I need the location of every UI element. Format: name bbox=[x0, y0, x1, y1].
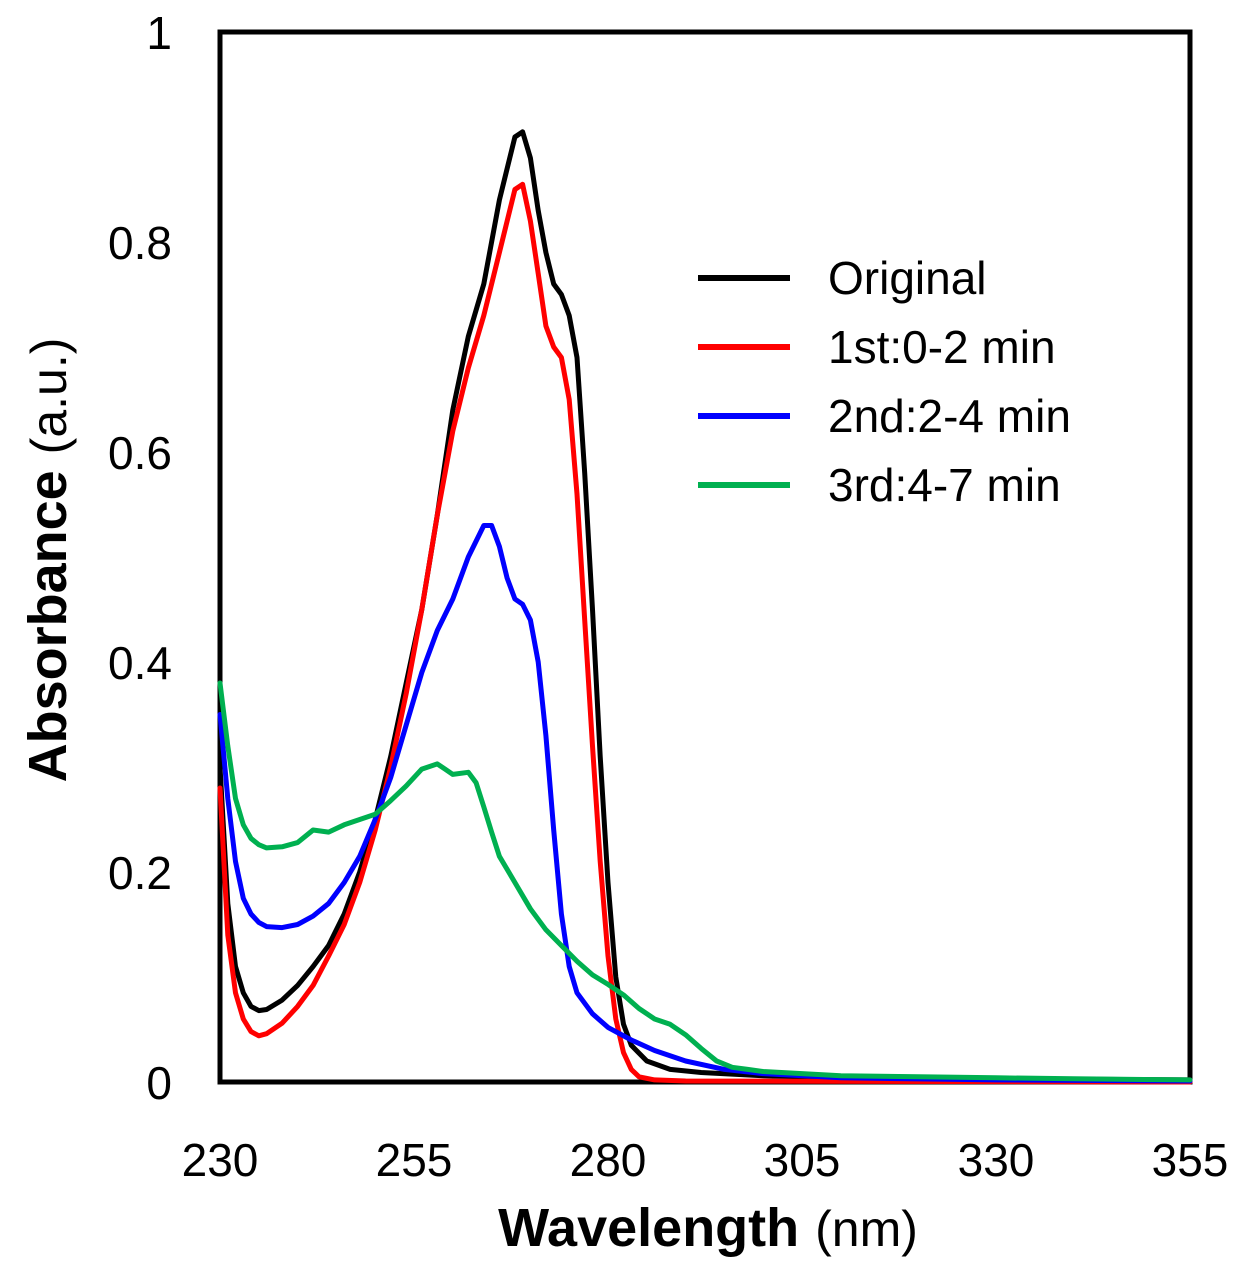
legend-label-4: 3rd:4-7 min bbox=[828, 459, 1061, 511]
x-tick-label: 255 bbox=[376, 1134, 453, 1186]
x-tick-label: 305 bbox=[764, 1134, 841, 1186]
series-lines bbox=[217, 129, 1193, 1085]
x-axis-title-unit: (nm) bbox=[815, 1201, 918, 1257]
legend: Original 1st:0-2 min 2nd:2-4 min 3rd:4-7 mi… bbox=[698, 252, 1071, 511]
y-axis-title-main: Absorbance bbox=[18, 470, 78, 782]
x-tick-label: 230 bbox=[182, 1134, 259, 1186]
y-tick-label: 1 bbox=[146, 7, 172, 59]
plot-frame bbox=[217, 29, 1193, 1085]
y-tick-label: 0 bbox=[146, 1057, 172, 1109]
legend-label-1: Original bbox=[828, 252, 987, 304]
series-line-3 bbox=[217, 523, 1193, 1084]
x-tick-label: 280 bbox=[570, 1134, 647, 1186]
x-axis-title: Wavelength (nm) bbox=[498, 1198, 918, 1258]
series-line-1 bbox=[217, 129, 1193, 1083]
legend-label-2: 1st:0-2 min bbox=[828, 321, 1056, 373]
series-line-2 bbox=[217, 181, 1193, 1085]
y-tick-label: 0.4 bbox=[108, 637, 172, 689]
x-tick-label: 355 bbox=[1152, 1134, 1229, 1186]
y-tick-label: 0.8 bbox=[108, 217, 172, 269]
y-tick-label: 0.2 bbox=[108, 847, 172, 899]
x-tick-labels: 230 255 280 305 330 355 bbox=[182, 1134, 1229, 1186]
legend-label-3: 2nd:2-4 min bbox=[828, 390, 1071, 442]
y-axis-title: Absorbance (a.u.) bbox=[18, 338, 78, 783]
series-line-4 bbox=[217, 680, 1193, 1083]
y-tick-label: 0.6 bbox=[108, 427, 172, 479]
x-tick-label: 330 bbox=[958, 1134, 1035, 1186]
y-tick-labels: 0 0.2 0.4 0.6 0.8 1 bbox=[108, 7, 172, 1109]
x-axis-title-main: Wavelength bbox=[498, 1198, 799, 1258]
y-axis-title-unit: (a.u.) bbox=[21, 338, 77, 455]
